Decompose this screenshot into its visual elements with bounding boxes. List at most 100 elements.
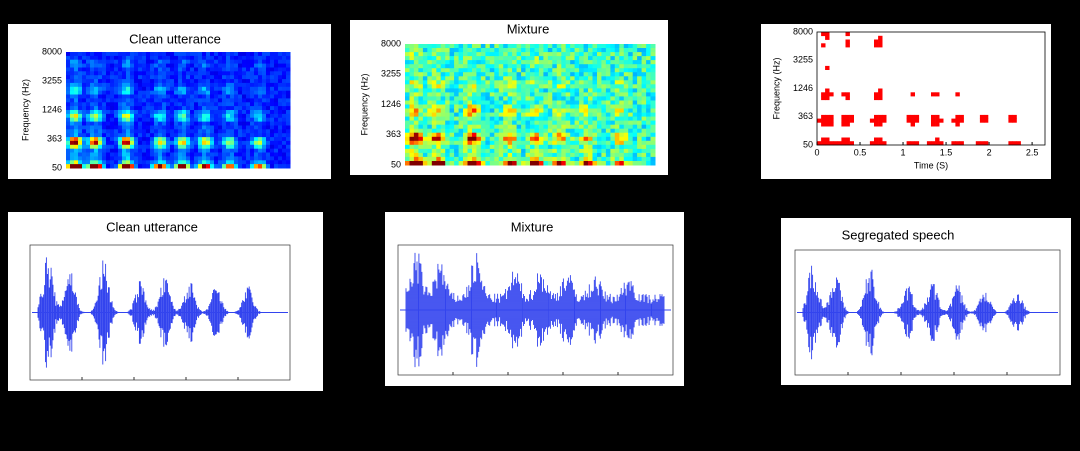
spectrogram-cell [138,117,143,123]
spectrogram-cell [498,148,504,154]
spectrogram-cell [458,44,464,49]
spectrogram-cell [646,76,652,81]
spectrogram-cell [538,136,544,142]
spectrogram-cell [619,148,625,154]
spectrogram-cell [614,76,620,81]
mask-cell [878,39,883,44]
spectrogram-cell [262,98,267,103]
spectrogram-cell [610,92,616,97]
spectrogram-cell [480,136,486,142]
spectrogram-cell [565,161,571,166]
spectrogram-cell [507,156,513,162]
spectrogram-cell [106,156,111,161]
spectrogram-cell [579,132,585,138]
spectrogram-cell [480,116,486,122]
spectrogram-cell [597,92,602,97]
spectrogram-cell [258,148,263,154]
spectrogram-cell [150,117,155,123]
spectrogram-cell [494,56,500,61]
spectrogram-cell [538,68,544,73]
spectrogram-cell [86,94,91,99]
spectrogram-cell [250,79,255,84]
spectrogram-cell [579,161,585,166]
spectrogram-cell [90,67,95,72]
spectrogram-cell [485,104,491,109]
spectrogram-cell [458,104,464,109]
mask-cell [874,39,879,44]
spectrogram-cell [154,75,159,80]
spectrogram-cell [494,72,500,77]
spectrogram-cell [250,125,255,130]
spectrogram-cell [623,92,629,97]
spectrogram-cell [114,55,119,61]
spectrogram-cell [166,156,171,161]
spectrogram-cell [503,104,509,109]
spectrogram-cell [498,104,504,109]
spectrogram-cell [158,164,163,169]
spectrogram-cell [274,63,279,68]
spectrogram-cell [234,86,239,92]
spectrogram-cell [409,80,415,85]
spectrogram-cell [583,152,589,158]
spectrogram-cell [530,136,535,142]
spectrogram-cell [521,156,527,162]
spectrogram-cell [158,71,163,76]
spectrogram-cell [610,76,616,81]
spectrogram-cell [154,117,159,123]
spectrogram-cell [472,96,477,101]
spectrogram-cell [579,104,585,109]
spectrogram-cell [74,156,79,161]
spectrogram-cell [134,125,139,130]
spectrogram-cell [422,44,428,49]
spectrogram-cell [78,152,83,157]
spectrogram-cell [234,75,239,80]
spectrogram-cell [226,82,231,88]
spectrogram-cell [547,84,553,89]
spectrogram-cell [110,125,115,130]
spectrogram-cell [206,106,211,111]
spectrogram-cell [150,121,155,126]
spectrogram-cell [623,56,629,61]
spectrogram-cell [583,52,589,57]
spectrogram-cell [214,133,219,138]
spectrogram-cell [489,104,495,109]
spectrogram-cell [534,92,540,97]
spectrogram-cell [78,59,83,65]
spectrogram-cell [601,161,607,166]
spectrogram-cell [210,129,215,134]
spectrogram-cell [78,86,83,92]
spectrogram-cell [556,144,562,150]
spectrogram-cell [266,164,271,169]
spectrogram-cell [174,137,179,142]
spectrogram-cell [516,152,522,158]
spectrogram-cell [194,129,199,134]
spectrogram-cell [489,156,495,162]
spectrogram-cell [106,106,111,111]
spectrogram-cell [278,144,283,150]
spectrogram-cell [480,96,486,101]
spectrogram-cell [601,60,607,65]
spectrogram-cell [485,76,491,81]
spectrogram-cell [422,56,428,61]
spectrogram-cell [427,148,433,154]
spectrogram-cell [512,108,518,113]
spectrogram-cell [278,98,283,103]
mask-cell [955,92,960,97]
spectrogram-cell [254,59,259,65]
spectrogram-cell [516,84,522,89]
spectrogram-cell [646,152,652,158]
spectrogram-cell [561,112,567,118]
mask-cell [931,114,936,119]
spectrogram-cell [431,136,437,142]
spectrogram-cell [530,132,535,138]
spectrogram-cell [503,60,509,65]
spectrogram-cell [413,68,419,73]
spectrogram-cell [102,129,107,134]
spectrogram-cell [238,75,243,80]
spectrogram-cell [534,116,540,122]
spectrogram-cell [561,60,567,65]
spectrogram-cell [472,144,477,150]
mask-cell [821,32,826,37]
spectrogram-cell [489,161,495,166]
spectrogram-cell [565,44,571,49]
